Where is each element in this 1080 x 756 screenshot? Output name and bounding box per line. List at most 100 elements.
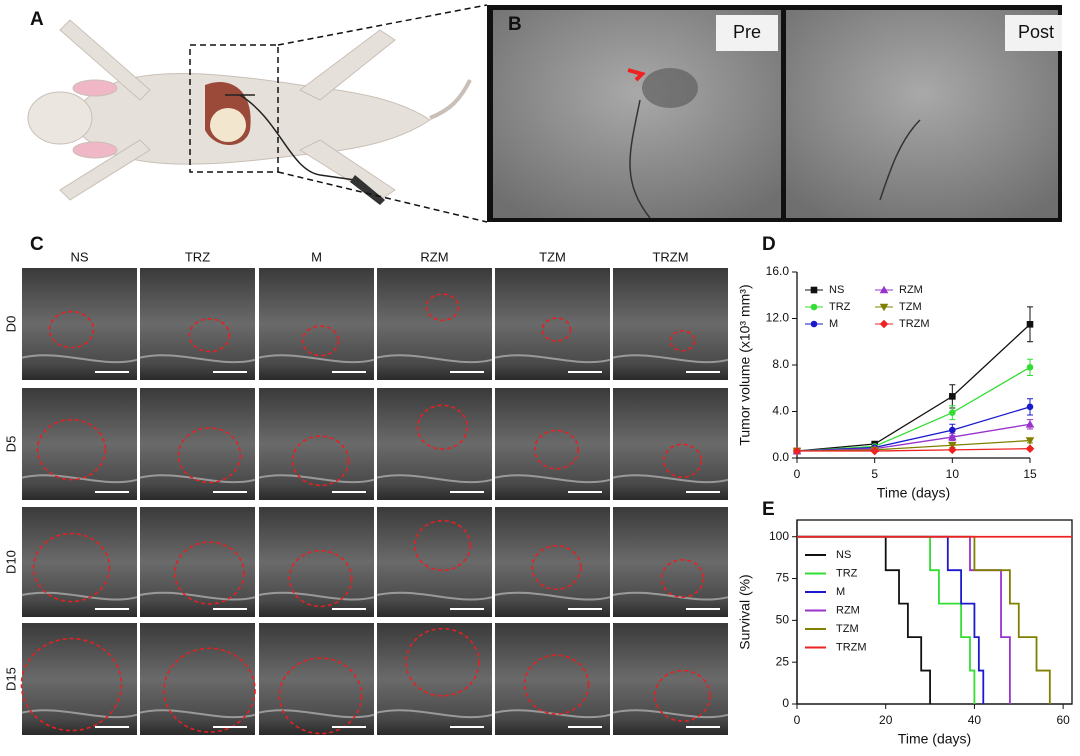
- survival-curve: [797, 535, 1011, 704]
- marker: [949, 426, 956, 434]
- ultrasound-image: [495, 623, 610, 735]
- tumor-outline: [32, 532, 111, 603]
- marker: [810, 286, 818, 294]
- chart: E 0 25 50 75 100 0 20 40 60 Time (days) Survival (%…: [737, 499, 1073, 747]
- tissue-line: [494, 591, 611, 601]
- row-label: D10: [3, 550, 18, 574]
- tissue-line: [494, 354, 611, 364]
- column-label: RZM: [420, 249, 448, 264]
- tumor-outline: [416, 404, 469, 450]
- legend-label: TRZ: [836, 567, 858, 579]
- legend-label: TZM: [836, 623, 859, 635]
- x-tick-label: 20: [879, 713, 893, 727]
- tissue-line: [139, 591, 256, 601]
- column-label: M: [311, 249, 322, 264]
- column-label: TRZM: [652, 249, 688, 264]
- tumor-outline: [669, 330, 696, 352]
- ultrasound-image: [259, 268, 374, 380]
- marker: [949, 409, 956, 416]
- y-tick-label: 12.0: [766, 311, 790, 325]
- marker: [1025, 419, 1035, 428]
- row-label: D15: [3, 667, 18, 691]
- ultrasound-image: [613, 507, 728, 617]
- legend-label: TRZ: [829, 301, 851, 313]
- y-tick-label: 75: [776, 571, 790, 585]
- panel-label: C: [30, 234, 44, 255]
- survival-curve: [797, 535, 931, 704]
- marker: [1026, 321, 1034, 328]
- tissue-line: [376, 474, 493, 484]
- ultrasound-image: [377, 388, 492, 500]
- y-tick-label: 25: [776, 654, 790, 668]
- y-tick-label: 4.0: [772, 404, 789, 418]
- series-line: [797, 448, 1031, 452]
- tumor-outline: [413, 519, 472, 572]
- y-axis-title: Survival (%): [737, 574, 753, 649]
- tissue-line: [21, 474, 138, 484]
- column-label: NS: [70, 249, 88, 264]
- tumor-outline: [288, 549, 353, 608]
- ultrasound-image: [613, 388, 728, 500]
- ultrasound-image: [140, 268, 255, 380]
- tumor-outline: [188, 318, 231, 353]
- ultrasound-image: [22, 268, 137, 380]
- panel-label: B: [508, 14, 522, 35]
- marker: [1026, 403, 1034, 411]
- tissue-line: [21, 591, 138, 601]
- row-label: D5: [3, 436, 18, 453]
- tumor-outline: [278, 657, 363, 735]
- x-tick-label: 0: [794, 713, 801, 727]
- marker: [792, 446, 802, 456]
- ultrasound-image: [495, 268, 610, 380]
- tissue-line: [376, 709, 493, 719]
- tumor-outline: [531, 544, 582, 591]
- x-tick-label: 0: [794, 467, 801, 481]
- panel-label: D: [762, 234, 776, 255]
- tissue-line: [139, 709, 256, 719]
- marker: [810, 303, 818, 311]
- marker: [948, 445, 957, 455]
- ultrasound-image: [613, 268, 728, 380]
- arrow: [627, 68, 646, 82]
- tissue-line: [21, 354, 138, 364]
- marker: [949, 393, 956, 400]
- ultrasound-image: [259, 388, 374, 500]
- tissue-line: [376, 354, 493, 364]
- ultrasound-image: [140, 507, 255, 617]
- marker: [1025, 444, 1035, 453]
- tumor-outline: [174, 541, 245, 605]
- legend-label: M: [836, 586, 845, 598]
- ultrasound-image: [613, 623, 728, 735]
- tissue-line: [612, 354, 729, 364]
- tumor-outline: [177, 427, 242, 484]
- marker: [870, 446, 879, 456]
- y-tick-label: 8.0: [772, 357, 789, 371]
- tumor-outline: [541, 317, 572, 342]
- x-tick-label: 40: [968, 713, 982, 727]
- tissue-line: [258, 591, 375, 601]
- marker: [1025, 437, 1035, 445]
- series-line: [796, 323, 1031, 452]
- tissue-line: [612, 591, 729, 601]
- tumor-outline: [405, 627, 480, 697]
- ultrasound-image: [22, 507, 137, 617]
- x-tick-label: 5: [871, 467, 878, 481]
- panel-label: E: [762, 499, 775, 520]
- tissue-line: [139, 354, 256, 364]
- tumor-outline: [291, 435, 350, 487]
- tumor-outline: [301, 325, 340, 357]
- tumor-outline: [48, 310, 95, 349]
- tissue-line: [258, 354, 375, 364]
- marker: [879, 303, 889, 312]
- marker: [1026, 364, 1034, 371]
- y-tick-label: 16.0: [766, 264, 790, 278]
- tissue-line: [258, 709, 375, 719]
- tissue-line: [376, 591, 493, 601]
- legend-label: NS: [829, 284, 844, 296]
- mouse-illustration: [27, 4, 488, 223]
- charts: D 0.0 4.0 8.0 12.0 16.0 0 5 10 15 Time (days) Tumor…: [737, 234, 1073, 747]
- tissue-line: [21, 709, 138, 719]
- tissue-line: [139, 474, 256, 484]
